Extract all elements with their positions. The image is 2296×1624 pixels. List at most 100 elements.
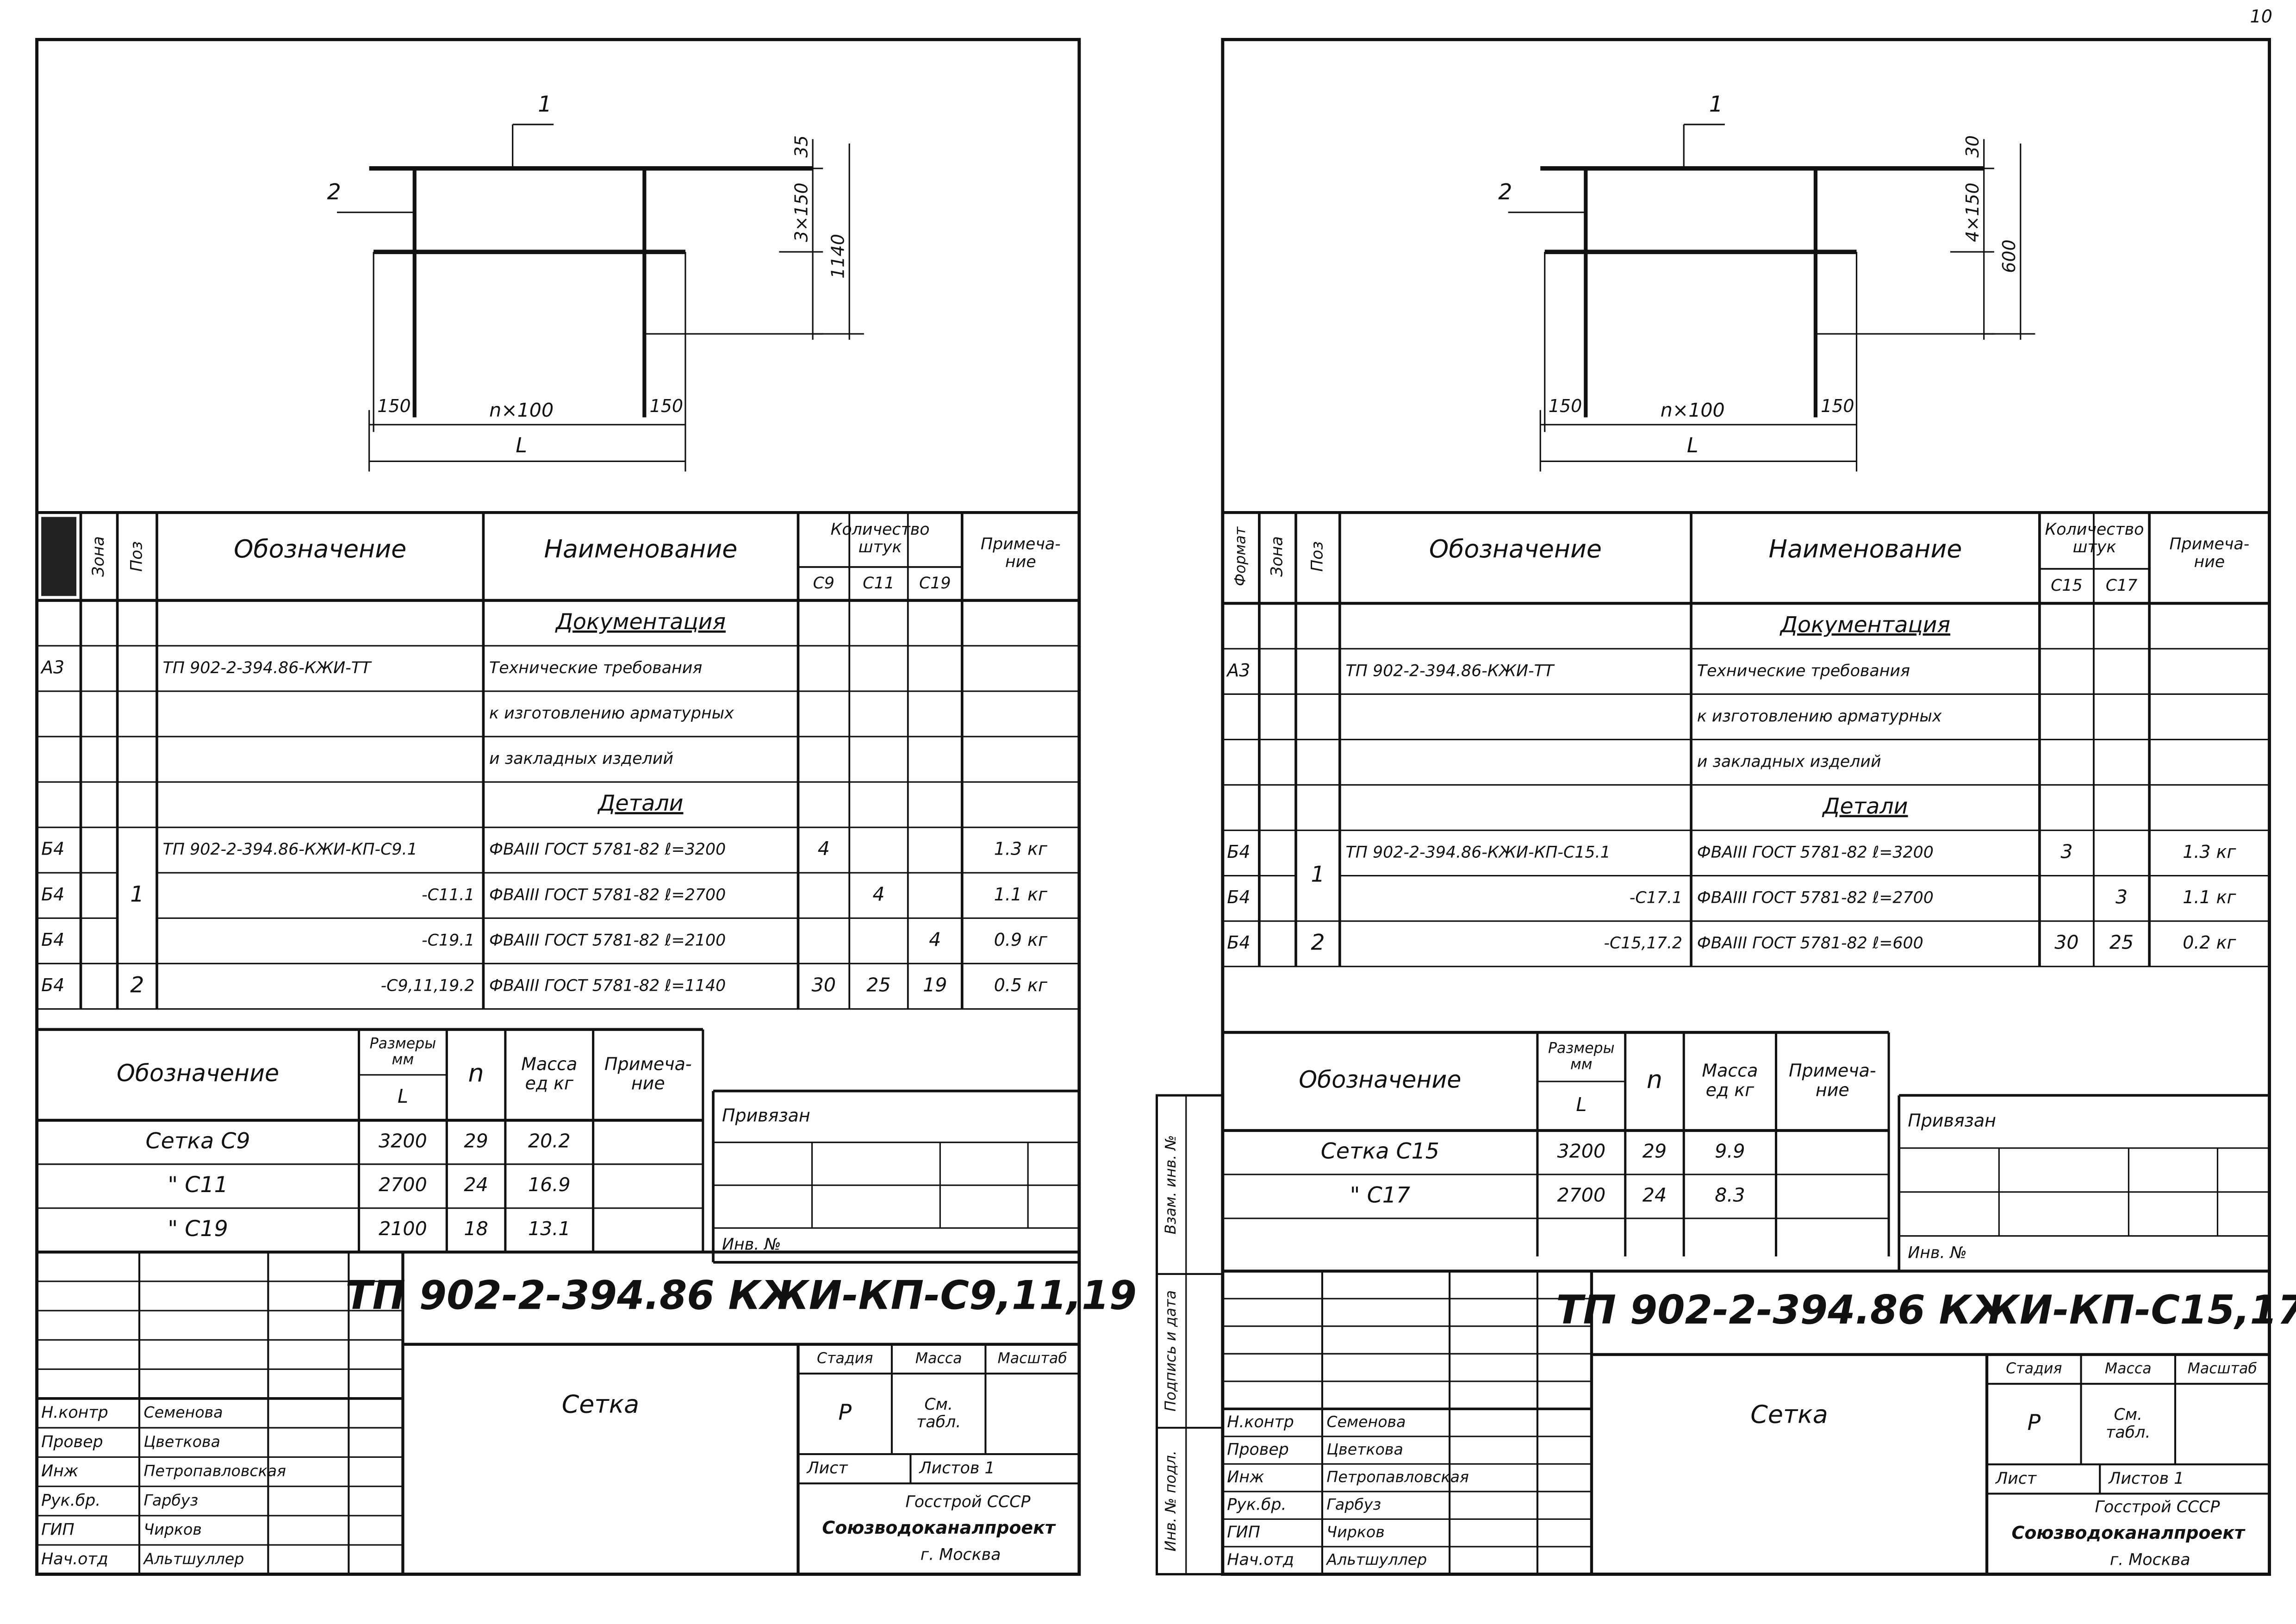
note: 0.5 кг <box>994 975 1048 995</box>
element-name: " С17 <box>1350 1182 1410 1208</box>
format: Б4 <box>1227 932 1250 953</box>
element-length: 3200 <box>1557 1140 1605 1162</box>
staff-role: Н.контр <box>41 1403 108 1422</box>
staff-name: Чирков <box>1326 1523 1384 1541</box>
name: ФВАIII ГОСТ 5781-82 ℓ=3200 <box>489 840 726 859</box>
document-name: Сетка <box>562 1389 639 1418</box>
dimension: 150 <box>1821 396 1854 416</box>
callout: 1 <box>1709 92 1723 117</box>
dimension: 35 <box>791 135 811 157</box>
note: 1.1 кг <box>2183 887 2236 907</box>
elements-header: n <box>468 1058 484 1087</box>
stage-header: Масштаб <box>997 1350 1067 1367</box>
callout: 1 <box>538 92 552 117</box>
staff-name: Петропавловская <box>1326 1468 1469 1486</box>
spec-header: ние <box>2194 553 2225 571</box>
spec-header: С15 <box>2051 576 2083 595</box>
note: 0.2 кг <box>2183 932 2236 953</box>
quantity: 30 <box>2054 931 2078 954</box>
spec-header: Обозначение <box>234 534 406 563</box>
designation: ТП 902-2-394.86-КЖИ-КП-С15.1 <box>1346 843 1611 862</box>
element-length: 2100 <box>379 1218 427 1240</box>
element-mass: 20.2 <box>528 1130 571 1152</box>
staff-name: Альтшуллер <box>1325 1550 1427 1568</box>
staff-name: Чирков <box>144 1520 202 1538</box>
callout: 2 <box>327 180 341 205</box>
name: Технические требования <box>1697 662 1910 680</box>
element-mass: 9.9 <box>1715 1140 1745 1162</box>
staff-role: Инж <box>41 1462 79 1480</box>
designation: ТП 902-2-394.86-КЖИ-ТТ <box>163 659 372 677</box>
stage-header: Масса <box>2105 1361 2152 1377</box>
dimension: 150 <box>1549 396 1582 416</box>
spec-header: С17 <box>2106 576 2138 595</box>
element-name: Сетка С9 <box>146 1128 250 1154</box>
spec-header: Зона <box>1268 536 1286 577</box>
staff-role: Рук.бр. <box>1227 1496 1286 1514</box>
spec-header: Наименование <box>544 534 738 563</box>
position: 2 <box>130 972 144 998</box>
quantity: 4 <box>818 837 830 860</box>
stage-header: Масса <box>915 1350 962 1367</box>
position: 1 <box>1311 862 1325 887</box>
designation: -С9,11,19.2 <box>381 976 475 995</box>
spec-header: С19 <box>919 574 951 593</box>
organization: Союзводоканалпроект <box>2012 1523 2246 1543</box>
element-mass: 8.3 <box>1715 1184 1745 1206</box>
organization: Союзводоканалпроект <box>822 1518 1056 1538</box>
note: 1.3 кг <box>994 839 1048 859</box>
staff-name: Гарбуз <box>144 1491 199 1509</box>
side-strip-label: Подпись и дата <box>1163 1290 1179 1412</box>
element-mass: 16.9 <box>528 1174 571 1196</box>
mass: табл. <box>2106 1423 2150 1442</box>
sheets-label: Листов 1 <box>918 1459 995 1478</box>
elements-header: мм <box>392 1051 414 1068</box>
document-name: Сетка <box>1750 1399 1828 1429</box>
dimension: 150 <box>650 396 683 416</box>
elements-header: Масса <box>521 1054 577 1074</box>
spec-header: Примеча- <box>2169 535 2249 554</box>
staff-name: Гарбуз <box>1326 1495 1381 1513</box>
staff-name: Цветкова <box>144 1432 220 1450</box>
section-title: Документация <box>1780 612 1950 637</box>
staff-role: Провер <box>41 1433 103 1451</box>
name: и закладных изделий <box>1697 752 1881 771</box>
staff-name: Альтшуллер <box>143 1549 244 1568</box>
dimension: 600 <box>1999 239 2019 273</box>
elements-header: Обозначение <box>117 1059 279 1087</box>
spec-header: Количество <box>831 520 930 539</box>
staff-role: Нач.отд <box>41 1550 108 1568</box>
dimension: 3×150 <box>791 182 811 242</box>
quantity: 30 <box>812 974 836 996</box>
spec-header: Поз <box>1308 541 1326 572</box>
name: ФВАIII ГОСТ 5781-82 ℓ=600 <box>1697 934 1923 953</box>
staff-name: Семенова <box>1326 1413 1406 1431</box>
elements-header: Примеча- <box>604 1054 692 1074</box>
quantity: 3 <box>2060 841 2072 863</box>
format: Б4 <box>41 930 64 950</box>
elements-header: L <box>398 1085 408 1107</box>
binding-label: Инв. № <box>1908 1244 1967 1262</box>
organization: Госстрой СССР <box>2095 1498 2220 1517</box>
staff-role: Инж <box>1227 1468 1264 1487</box>
spec-header: Обозначение <box>1429 534 1602 563</box>
staff-role: Провер <box>1227 1441 1289 1459</box>
quantity: 25 <box>2109 931 2134 954</box>
element-count: 18 <box>464 1218 488 1240</box>
spec-header: Формат <box>1232 526 1249 586</box>
spec-header: штук <box>859 538 902 556</box>
dimension: L <box>516 434 527 457</box>
organization: г. Москва <box>2110 1550 2190 1569</box>
element-count: 29 <box>464 1130 488 1152</box>
elements-header: n <box>1647 1065 1662 1094</box>
side-strip-label: Инв. № подл. <box>1163 1450 1179 1551</box>
name: ФВАIII ГОСТ 5781-82 ℓ=2100 <box>489 931 726 949</box>
element-count: 24 <box>1643 1184 1667 1206</box>
format: Б4 <box>41 975 64 995</box>
note: 0.9 кг <box>994 930 1048 950</box>
dimension: n×100 <box>489 399 554 421</box>
section-title: Документация <box>555 609 726 635</box>
spec-header: С9 <box>813 574 834 593</box>
dimension: n×100 <box>1661 399 1725 421</box>
